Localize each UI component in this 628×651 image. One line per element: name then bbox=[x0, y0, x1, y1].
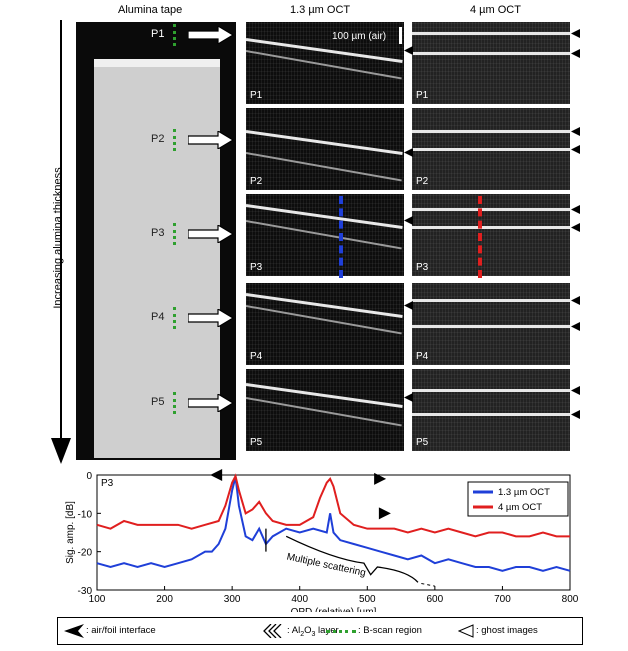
chart-legend bbox=[467, 481, 569, 517]
oct13-label-p4: P4 bbox=[250, 351, 263, 362]
arrow-icon-p4 bbox=[188, 309, 234, 327]
oct4-panel-p4: P4 bbox=[412, 283, 570, 365]
tape-edge bbox=[94, 59, 220, 67]
arrow-icon-p1 bbox=[188, 26, 234, 44]
bscan-dots-p1 bbox=[173, 24, 179, 46]
x-tick-label: 100 bbox=[89, 594, 106, 605]
peak-marker bbox=[210, 469, 223, 481]
x-axis-label: OPD (relative) [µm] bbox=[291, 607, 377, 612]
p3-line-4 bbox=[478, 196, 486, 278]
p3-line-13 bbox=[339, 196, 347, 278]
interface-marker-right-a-p1 bbox=[571, 29, 580, 38]
oct4-label-p1: P1 bbox=[416, 90, 429, 101]
oct13-panel-p1: P1 bbox=[246, 22, 404, 104]
x-tick-label: 800 bbox=[562, 594, 579, 605]
oct13-panel-p5: P5 bbox=[246, 369, 404, 451]
oct4-panel-p3: P3 bbox=[412, 194, 570, 276]
peak-marker bbox=[378, 507, 391, 520]
scatter-bracket bbox=[265, 528, 419, 583]
scale-bar bbox=[399, 27, 402, 44]
position-label-p1: P1 bbox=[151, 28, 165, 40]
position-label-p2: P2 bbox=[151, 133, 165, 145]
thickness-arrow bbox=[51, 20, 71, 464]
alumina-tape bbox=[94, 61, 220, 458]
green-dots-icon bbox=[326, 630, 356, 633]
interface-marker-left-p2 bbox=[404, 148, 413, 157]
oct13-label-p2: P2 bbox=[250, 176, 263, 187]
oct13-label-p1: P1 bbox=[250, 90, 263, 101]
filled-arrow-icon bbox=[64, 624, 84, 638]
x-tick-label: 400 bbox=[291, 594, 308, 605]
oct4-panel-p5: P5 bbox=[412, 369, 570, 451]
legend-entry-1: 4 µm OCT bbox=[498, 502, 542, 513]
oct13-panel-p4: P4 bbox=[246, 283, 404, 365]
legend-bscan: : B-scan region bbox=[358, 625, 422, 636]
oct4-label-p4: P4 bbox=[416, 351, 429, 362]
bscan-dots-p3 bbox=[173, 223, 179, 245]
position-label-p4: P4 bbox=[151, 311, 165, 323]
x-tick-label: 200 bbox=[156, 594, 173, 605]
interface-marker-right-a-p2 bbox=[571, 127, 580, 136]
legend-entry-0: 1.3 µm OCT bbox=[498, 487, 550, 498]
interface-marker-right-b-p4 bbox=[571, 322, 580, 331]
interface-marker-left-p1 bbox=[404, 46, 413, 55]
x-tick-label: 700 bbox=[494, 594, 511, 605]
legend-air-foil: : air/foil interface bbox=[86, 625, 156, 636]
chevron-layers-icon bbox=[263, 624, 282, 638]
interface-marker-left-p5 bbox=[404, 393, 413, 402]
oct4-header: 4 µm OCT bbox=[470, 4, 521, 16]
x-tick-label: 300 bbox=[224, 594, 241, 605]
interface-marker-right-a-p4 bbox=[571, 296, 580, 305]
signal-chart: 100 200 300 400 500 600 700 800 0 -10 -20 -30 OPD (r… bbox=[65, 469, 579, 612]
position-label-p3: P3 bbox=[151, 227, 165, 239]
interface-marker-right-a-p3 bbox=[571, 205, 580, 214]
position-label-p5: P5 bbox=[151, 396, 165, 408]
series-line-0 bbox=[96, 476, 571, 572]
oct4-panel-p1: P1 bbox=[412, 22, 570, 104]
y-tick-label: 0 bbox=[86, 471, 92, 482]
interface-marker-right-b-p3 bbox=[571, 223, 580, 232]
scale-bar-label: 100 µm (air) bbox=[332, 31, 387, 42]
oct13-panel-p2: P2 bbox=[246, 108, 404, 190]
arrow-icon-p3 bbox=[188, 225, 234, 243]
arrow-icon-p2 bbox=[188, 131, 234, 149]
oct13-label-p5: P5 bbox=[250, 437, 263, 448]
oct13-header: 1.3 µm OCT bbox=[290, 4, 351, 16]
oct4-panel-p2: P2 bbox=[412, 108, 570, 190]
y-tick-label: -10 bbox=[78, 509, 93, 520]
interface-marker-right-b-p2 bbox=[571, 145, 580, 154]
oct13-label-p3: P3 bbox=[250, 262, 263, 273]
thickness-label: Increasing alumina thickness bbox=[52, 167, 64, 309]
series-line-1 bbox=[96, 473, 570, 538]
x-tick-label: 500 bbox=[359, 594, 376, 605]
oct4-label-p2: P2 bbox=[416, 176, 429, 187]
interface-marker-right-b-p5 bbox=[571, 410, 580, 419]
bscan-dots-p4 bbox=[173, 307, 179, 329]
oct4-label-p5: P5 bbox=[416, 437, 429, 448]
y-tick-label: -30 bbox=[78, 586, 93, 597]
interface-marker-left-p3 bbox=[404, 216, 413, 225]
chart-panel-label: P3 bbox=[101, 478, 114, 489]
hollow-arrow-icon bbox=[458, 624, 474, 638]
y-axis-label: Sig. amp. [dB] bbox=[65, 501, 76, 564]
oct4-label-p3: P3 bbox=[416, 262, 429, 273]
scatter-dash bbox=[421, 582, 435, 587]
interface-marker-left-p4 bbox=[404, 301, 413, 310]
x-tick-label: 600 bbox=[427, 594, 444, 605]
bscan-dots-p2 bbox=[173, 129, 179, 151]
arrow-icon-p5 bbox=[188, 394, 234, 412]
interface-marker-right-b-p1 bbox=[571, 49, 580, 58]
y-tick-label: -20 bbox=[78, 548, 93, 559]
tape-header: Alumina tape bbox=[118, 4, 183, 16]
bscan-dots-p5 bbox=[173, 392, 179, 414]
oct13-panel-p3: P3 bbox=[246, 194, 404, 276]
interface-marker-right-a-p5 bbox=[571, 386, 580, 395]
symbol-legend: : air/foil interface : Al2O3 layer : B-s… bbox=[57, 617, 583, 645]
legend-ghost: : ghost images bbox=[476, 625, 538, 636]
peak-marker bbox=[374, 472, 387, 485]
